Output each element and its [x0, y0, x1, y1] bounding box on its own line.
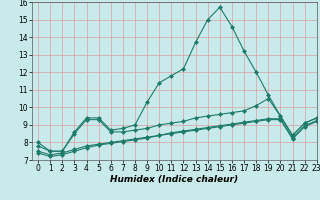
X-axis label: Humidex (Indice chaleur): Humidex (Indice chaleur): [110, 175, 238, 184]
